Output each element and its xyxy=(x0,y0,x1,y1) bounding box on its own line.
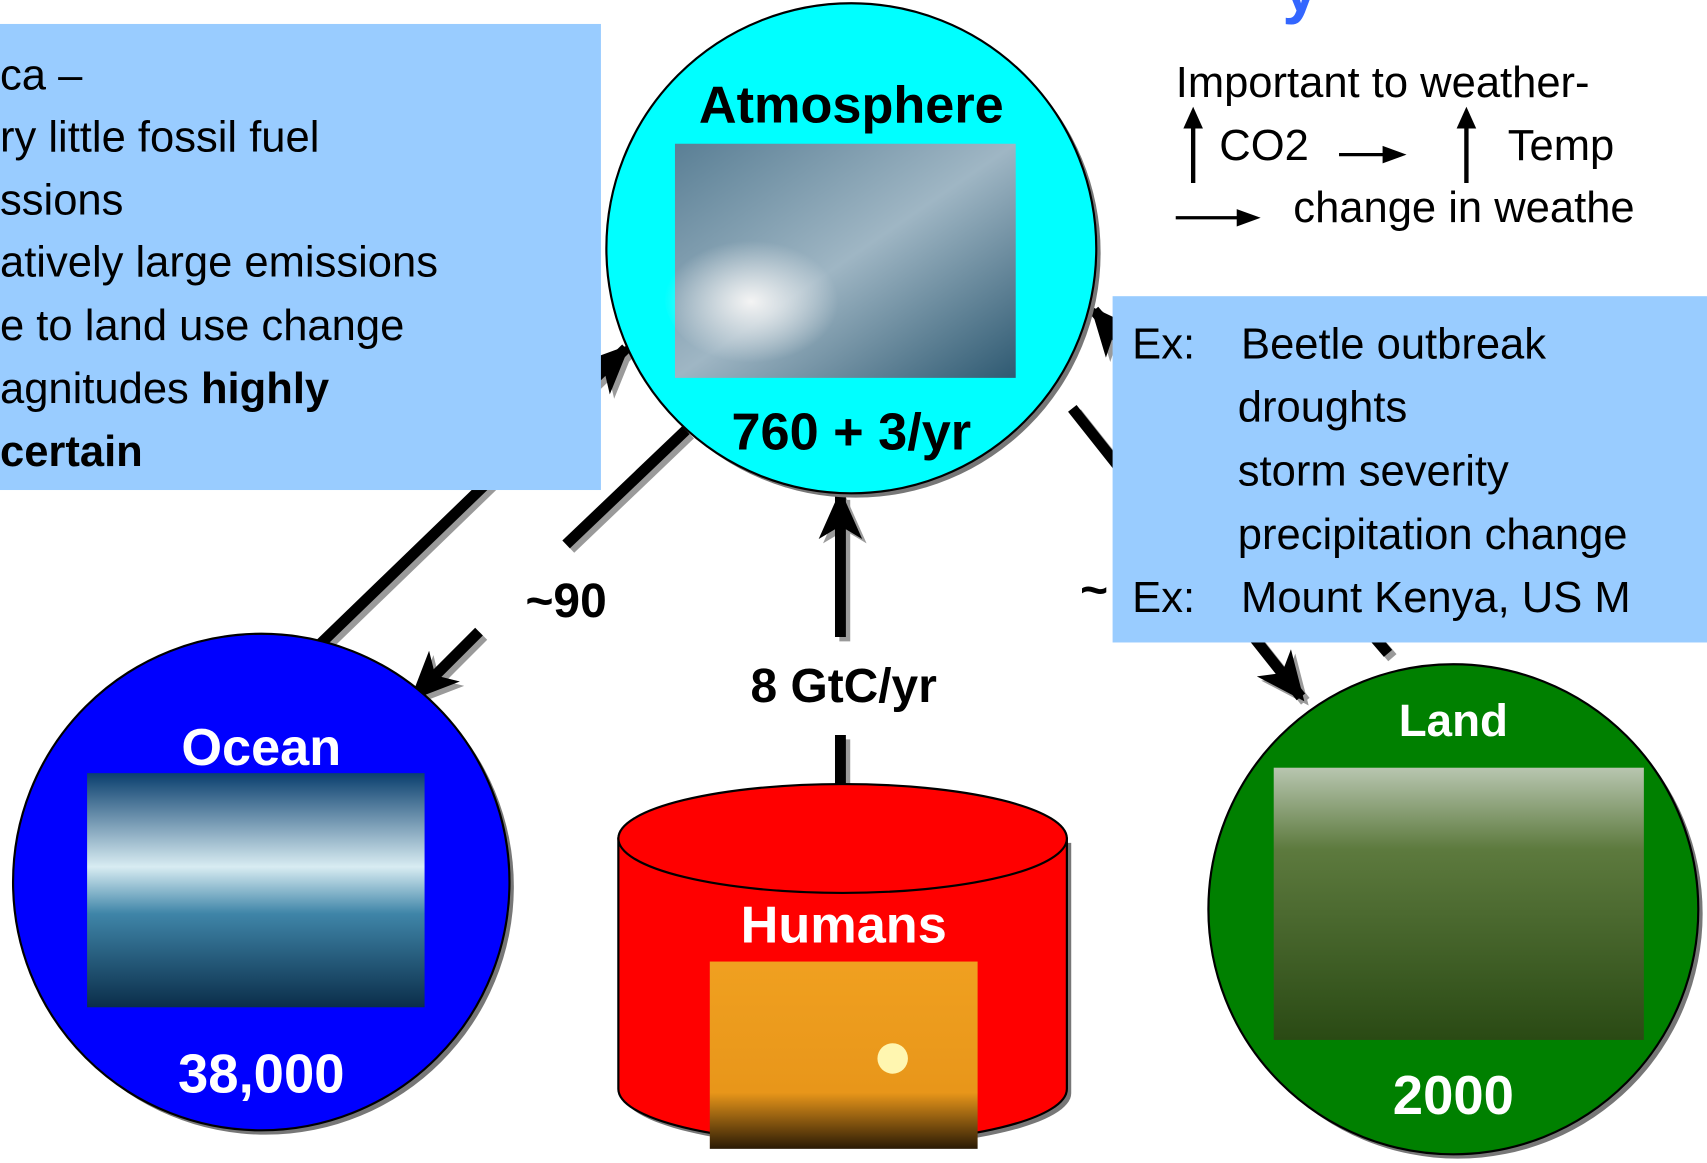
note-text: agnitudes xyxy=(0,365,201,413)
note-line: Temp xyxy=(1508,122,1614,170)
atmosphere-amount: 760 + 3/yr xyxy=(731,403,971,461)
land-label: Land xyxy=(1399,695,1508,746)
example-item: storm severity xyxy=(1238,448,1509,496)
land-node: Land 2000 xyxy=(1207,663,1703,1159)
note-line: e to land use change xyxy=(0,302,404,350)
left-note: ca – ry little fossil fuel ssions ativel… xyxy=(0,23,601,491)
right-note: Ex: Beetle outbreak droughts storm sever… xyxy=(1112,296,1707,643)
ocean-node: Ocean 38,000 xyxy=(11,632,514,1135)
weather-note: Important to weather- CO2 Temp change in… xyxy=(1176,59,1635,232)
note-line: ca – xyxy=(0,51,83,99)
ocean-amount: 38,000 xyxy=(178,1043,344,1104)
humans-node: Humans xyxy=(617,782,1072,1149)
example-label: Ex: xyxy=(1132,320,1195,368)
example-item: precipitation change xyxy=(1238,511,1628,559)
example-item: Mount Kenya, US M xyxy=(1241,574,1631,622)
note-line: certain xyxy=(0,428,143,476)
note-line: atively large emissions xyxy=(0,239,438,287)
title-fragment: y xyxy=(1282,0,1318,25)
example-label: Ex: xyxy=(1132,574,1195,622)
atmosphere-label: Atmosphere xyxy=(699,77,1004,135)
example-item: Beetle outbreak xyxy=(1241,320,1546,368)
flow-label: 8 GtC/yr xyxy=(751,660,937,713)
humans-label: Humans xyxy=(741,897,947,955)
flow-label: ~ xyxy=(1080,564,1108,617)
note-bold: highly xyxy=(201,365,329,413)
note-line: agnitudes highly xyxy=(0,365,329,413)
land-amount: 2000 xyxy=(1393,1065,1514,1126)
note-line: CO2 xyxy=(1219,122,1309,170)
ocean-label: Ocean xyxy=(181,719,341,777)
note-line: ssions xyxy=(0,177,123,225)
note-line: Important to weather- xyxy=(1176,59,1590,107)
note-line: ry little fossil fuel xyxy=(0,113,319,161)
note-line: change in weathe xyxy=(1293,184,1634,232)
atmosphere-node: Atmosphere 760 + 3/yr xyxy=(605,2,1101,498)
example-item: droughts xyxy=(1238,383,1407,431)
flow-label: ~90 xyxy=(525,575,606,628)
